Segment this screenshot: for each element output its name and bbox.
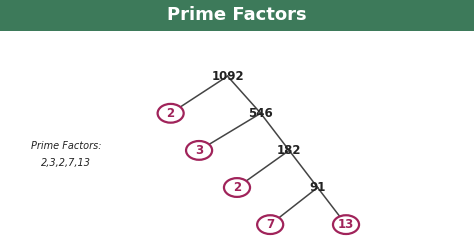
Text: 7: 7 — [266, 218, 274, 231]
Text: 182: 182 — [277, 144, 301, 157]
Text: 2: 2 — [233, 181, 241, 194]
Text: 91: 91 — [310, 181, 326, 194]
Ellipse shape — [224, 178, 250, 197]
Text: Prime Factors:: Prime Factors: — [31, 141, 101, 151]
Text: 2,3,2,7,13: 2,3,2,7,13 — [41, 158, 91, 168]
Text: 3: 3 — [195, 144, 203, 157]
Ellipse shape — [257, 215, 283, 234]
Text: 2: 2 — [166, 107, 175, 120]
Ellipse shape — [333, 215, 359, 234]
Text: 13: 13 — [338, 218, 354, 231]
Text: 1092: 1092 — [211, 70, 244, 83]
Text: Prime Factors: Prime Factors — [167, 6, 307, 24]
Ellipse shape — [186, 141, 212, 160]
Text: 546: 546 — [248, 107, 273, 120]
FancyBboxPatch shape — [0, 0, 474, 31]
Ellipse shape — [157, 104, 183, 123]
